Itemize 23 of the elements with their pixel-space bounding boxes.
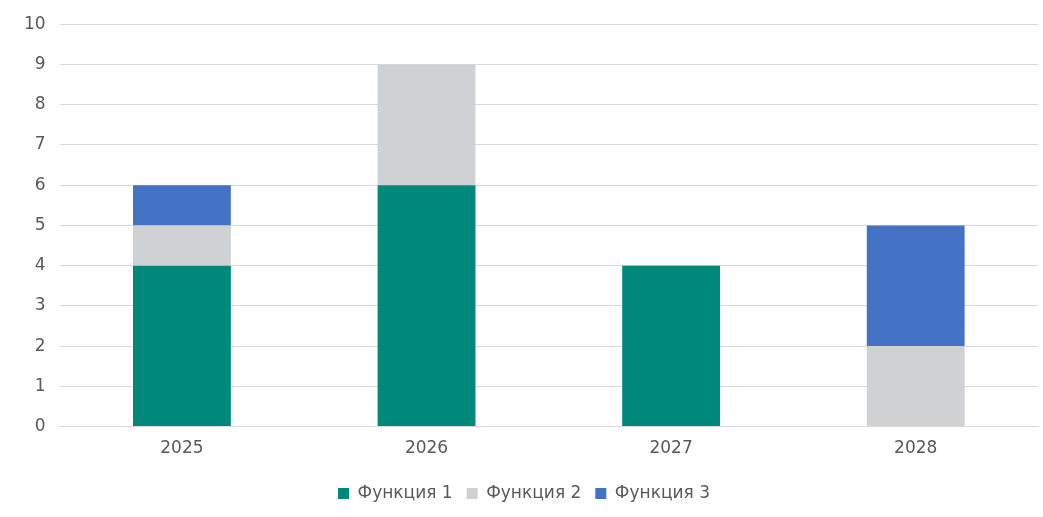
x-tick-label: 2026	[404, 437, 449, 458]
bar	[377, 185, 476, 427]
y-tick-label: 8	[34, 93, 46, 114]
y-tick-label: 5	[34, 213, 46, 234]
y-tick-label: 3	[34, 294, 46, 315]
legend-label: Функция 2	[486, 481, 582, 502]
y-tick-label: 1	[34, 374, 46, 395]
bar	[133, 265, 231, 427]
legend-label: Функция 3	[614, 481, 710, 502]
bar	[866, 225, 965, 347]
x-tick-label: 2028	[894, 437, 938, 458]
bar	[622, 265, 721, 427]
y-tick-label: 4	[34, 254, 46, 275]
y-tick-label: 10	[23, 12, 46, 33]
bar	[133, 185, 231, 226]
x-tick-label: 2027	[649, 437, 693, 458]
x-tick-label: 2025	[160, 437, 204, 458]
y-tick-label: 6	[34, 173, 46, 194]
y-tick-label: 2	[34, 334, 46, 355]
legend-label: Функция 1	[357, 481, 453, 502]
y-tick-label: 9	[34, 52, 46, 73]
y-tick-label: 0	[34, 415, 46, 436]
y-tick-label: 7	[34, 133, 46, 154]
